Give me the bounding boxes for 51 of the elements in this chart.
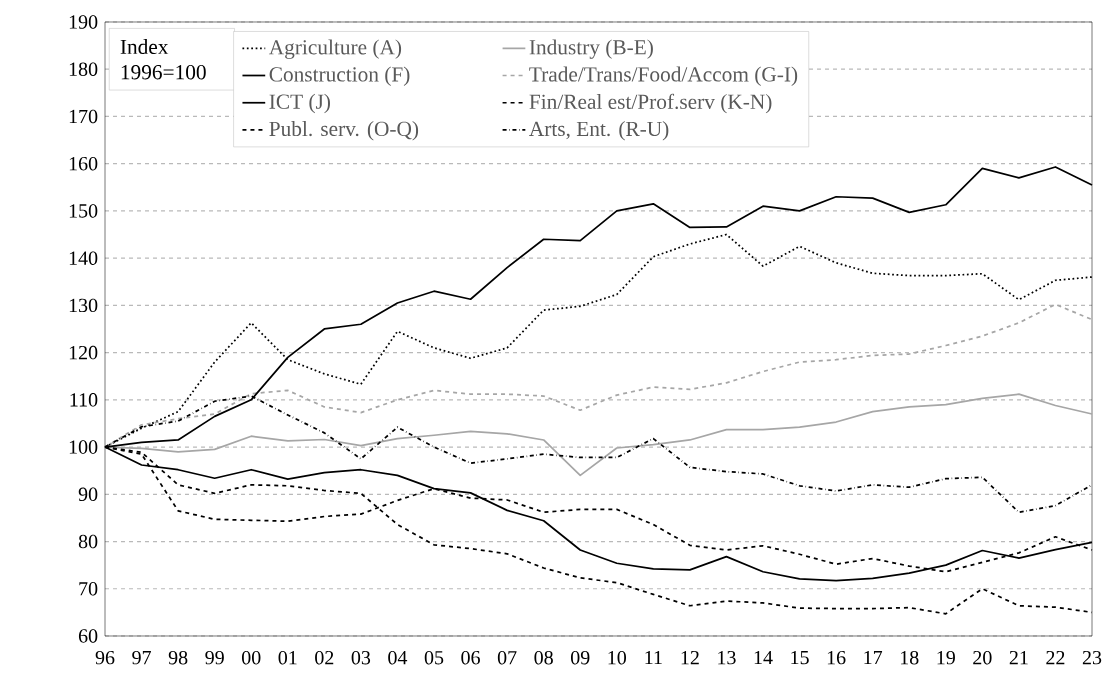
x-tick-label: 97 xyxy=(132,650,151,665)
y-tick-label: 100 xyxy=(69,440,98,454)
legend-label: ICT (J) xyxy=(269,93,330,114)
legend-label: Construction (F) xyxy=(269,66,410,86)
x-tick-label: 06 xyxy=(461,650,480,665)
y-tick-label: 60 xyxy=(78,629,98,643)
x-tick-label: 21 xyxy=(1009,650,1028,665)
y-tick-label: 120 xyxy=(69,345,98,360)
x-tick-label: 19 xyxy=(937,650,955,665)
x-tick-label: 11 xyxy=(645,650,662,665)
x-tick-label: 18 xyxy=(900,650,919,665)
x-tick-label: 22 xyxy=(1046,650,1065,665)
legend-label: Industry (B-E) xyxy=(529,39,653,59)
y-tick-label: 140 xyxy=(69,251,98,265)
x-tick-label: 02 xyxy=(315,650,334,665)
legend-label: Trade/Trans/Food/Accom (G-I) xyxy=(529,66,798,86)
y-tick-label: 110 xyxy=(70,393,98,407)
y-tick-label: 70 xyxy=(79,582,98,596)
x-tick-label: 13 xyxy=(718,650,736,665)
x-tick-label: 05 xyxy=(424,650,444,665)
y-tick-label: 180 xyxy=(69,62,98,76)
x-tick-label: 23 xyxy=(1082,650,1102,665)
annotation: Index 1996=100 xyxy=(120,39,206,80)
x-tick-label: 99 xyxy=(205,650,224,665)
x-tick-label: 96 xyxy=(95,650,115,665)
x-tick-label: 14 xyxy=(754,650,773,665)
x-tick-label: 01 xyxy=(278,650,297,665)
y-tick-label: 80 xyxy=(78,534,98,549)
legend-label: Fin/Real est/Prof.serv (K-N) xyxy=(529,93,772,114)
x-tick-label: 12 xyxy=(681,650,699,665)
x-tick-label: 17 xyxy=(864,650,883,665)
x-tick-label: 10 xyxy=(608,650,627,665)
y-tick-label: 170 xyxy=(69,109,98,124)
legend-label: Publ. serv. (O-Q) xyxy=(269,121,419,141)
x-tick-label: 15 xyxy=(791,650,809,665)
legend-label: Agriculture (A) xyxy=(268,39,402,59)
x-tick-label: 04 xyxy=(388,650,408,665)
x-tick-label: 16 xyxy=(827,650,846,665)
y-tick-label: 160 xyxy=(69,156,98,171)
x-tick-label: 09 xyxy=(570,650,590,665)
x-tick-label: 20 xyxy=(973,650,992,665)
y-tick-label: 190 xyxy=(69,15,98,29)
legend-label: Arts, Ent. (R-U) xyxy=(529,121,669,141)
y-tick-label: 150 xyxy=(69,204,98,218)
x-tick-label: 03 xyxy=(351,650,371,665)
x-tick-label: 00 xyxy=(241,650,261,665)
y-tick-label: 130 xyxy=(69,298,98,313)
x-tick-label: 07 xyxy=(497,650,517,665)
x-tick-label: 08 xyxy=(534,650,553,665)
y-tick-label: 90 xyxy=(78,487,98,502)
x-tick-label: 98 xyxy=(168,650,188,665)
